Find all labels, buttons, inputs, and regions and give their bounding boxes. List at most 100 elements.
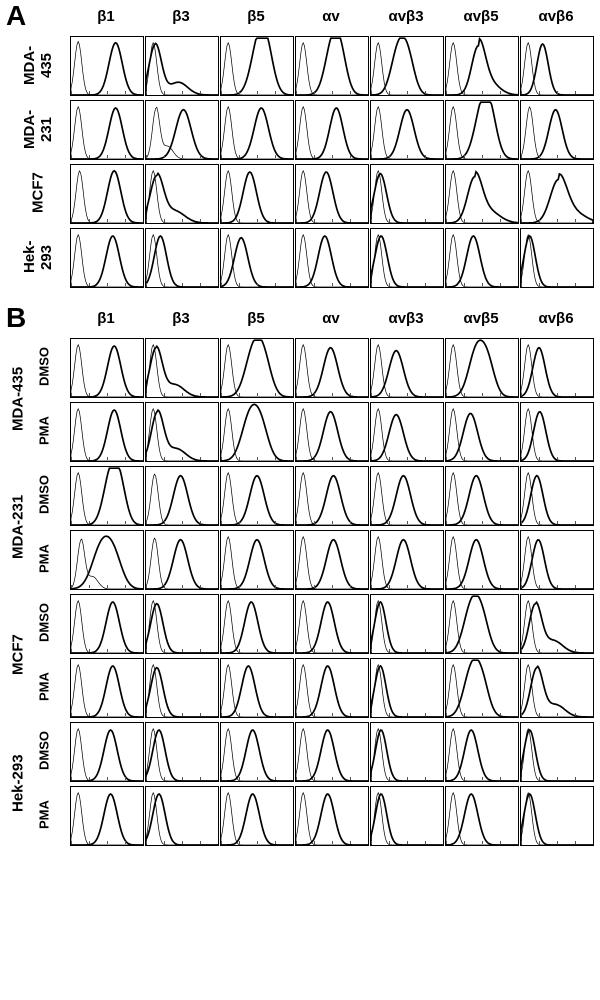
row-sublabel: DMSO <box>34 594 54 652</box>
histogram-plot <box>220 722 294 782</box>
histogram-plot <box>370 36 444 96</box>
histogram-plot <box>70 164 144 224</box>
histogram-plot <box>295 530 369 590</box>
column-header: β3 <box>145 310 217 332</box>
row-label: MCF7 <box>18 164 58 222</box>
histogram-plot <box>295 786 369 846</box>
histogram-plot <box>445 100 519 160</box>
histogram-plot <box>220 594 294 654</box>
histogram-plot <box>70 100 144 160</box>
histogram-plot <box>445 466 519 526</box>
histogram-plot <box>370 100 444 160</box>
histogram-plot <box>445 164 519 224</box>
histogram-plot <box>370 338 444 398</box>
histogram-plot <box>370 786 444 846</box>
histogram-plot <box>145 658 219 718</box>
histogram-plot <box>145 402 219 462</box>
row-sublabel: PMA <box>34 658 54 716</box>
histogram-plot <box>520 164 594 224</box>
histogram-plot <box>145 722 219 782</box>
column-header: β5 <box>220 8 292 30</box>
histogram-plot <box>145 164 219 224</box>
histogram-plot <box>145 594 219 654</box>
histogram-plot <box>220 100 294 160</box>
histogram-plot <box>70 228 144 288</box>
histogram-plot <box>520 658 594 718</box>
histogram-plot <box>445 530 519 590</box>
histogram-plot <box>445 228 519 288</box>
histogram-plot <box>445 36 519 96</box>
row-sublabel: DMSO <box>34 338 54 396</box>
histogram-plot <box>520 100 594 160</box>
panel-b-grid: β1β3β5αvαvβ3αvβ5αvβ6 <box>70 310 592 844</box>
histogram-plot <box>220 530 294 590</box>
histogram-plot <box>445 786 519 846</box>
histogram-plot <box>370 228 444 288</box>
histogram-plot <box>145 36 219 96</box>
row-sublabel: PMA <box>34 530 54 588</box>
row-sublabel: DMSO <box>34 722 54 780</box>
row-sublabel: PMA <box>34 402 54 460</box>
histogram-plot <box>295 658 369 718</box>
histogram-plot <box>445 402 519 462</box>
histogram-plot <box>220 228 294 288</box>
column-header: β5 <box>220 310 292 332</box>
histogram-plot <box>220 786 294 846</box>
histogram-plot <box>295 228 369 288</box>
row-label: Hek- 293 <box>18 228 58 286</box>
row-sublabel: DMSO <box>34 466 54 524</box>
histogram-plot <box>70 338 144 398</box>
column-header: αv <box>295 8 367 30</box>
panel-a-label: A <box>6 0 26 32</box>
group-label: MCF7 <box>8 594 28 716</box>
histogram-plot <box>520 786 594 846</box>
histogram-plot <box>145 228 219 288</box>
histogram-plot <box>220 658 294 718</box>
histogram-plot <box>295 164 369 224</box>
column-header: αvβ6 <box>520 310 592 332</box>
histogram-plot <box>220 466 294 526</box>
histogram-plot <box>295 36 369 96</box>
histogram-plot <box>220 36 294 96</box>
histogram-plot <box>520 228 594 288</box>
column-header: αvβ6 <box>520 8 592 30</box>
histogram-plot <box>70 402 144 462</box>
histogram-plot <box>145 338 219 398</box>
row-label: MDA- 231 <box>18 100 58 158</box>
histogram-plot <box>70 722 144 782</box>
column-header: β3 <box>145 8 217 30</box>
histogram-plot <box>220 164 294 224</box>
histogram-plot <box>520 466 594 526</box>
histogram-plot <box>70 36 144 96</box>
histogram-plot <box>445 338 519 398</box>
histogram-plot <box>295 100 369 160</box>
histogram-plot <box>445 722 519 782</box>
histogram-plot <box>70 530 144 590</box>
histogram-plot <box>370 594 444 654</box>
histogram-plot <box>370 530 444 590</box>
histogram-plot <box>70 658 144 718</box>
histogram-plot <box>520 594 594 654</box>
histogram-plot <box>295 594 369 654</box>
histogram-plot <box>145 530 219 590</box>
histogram-plot <box>445 594 519 654</box>
histogram-plot <box>520 722 594 782</box>
column-header: β1 <box>70 310 142 332</box>
histogram-plot <box>520 36 594 96</box>
histogram-plot <box>370 402 444 462</box>
histogram-plot <box>445 658 519 718</box>
histogram-plot <box>295 466 369 526</box>
histogram-plot <box>370 466 444 526</box>
histogram-plot <box>70 786 144 846</box>
histogram-plot <box>220 402 294 462</box>
column-header: αvβ5 <box>445 8 517 30</box>
histogram-plot <box>145 786 219 846</box>
histogram-plot <box>295 722 369 782</box>
histogram-plot <box>145 466 219 526</box>
group-label: MDA-231 <box>8 466 28 588</box>
panel-b-label: B <box>6 302 26 334</box>
histogram-plot <box>370 164 444 224</box>
histogram-plot <box>370 722 444 782</box>
row-label: MDA- 435 <box>18 36 58 94</box>
histogram-plot <box>520 530 594 590</box>
